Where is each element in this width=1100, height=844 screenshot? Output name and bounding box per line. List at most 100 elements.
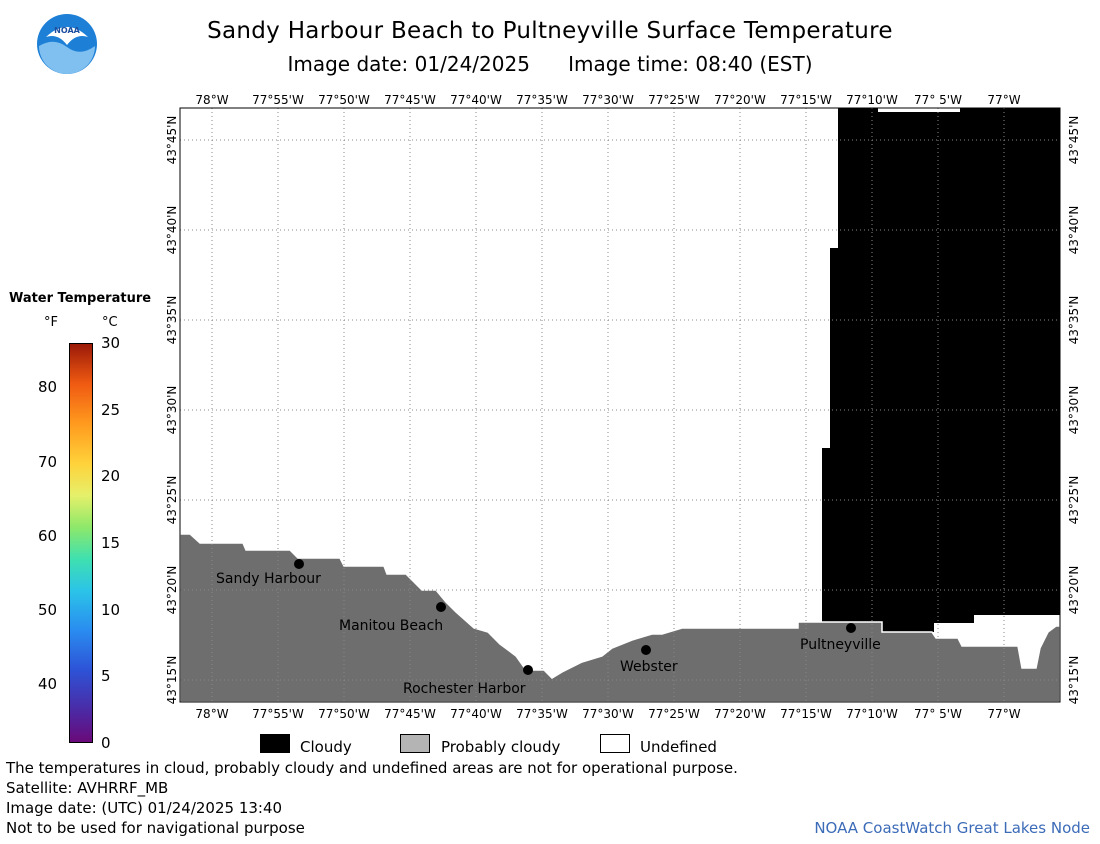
longitude-labels-top: 78°W 77°55'W 77°50'W 77°45'W 77°40'W 77°35'W 7… (195, 93, 1020, 107)
longitude-tick-label: 77°35'W (516, 707, 568, 721)
latitude-tick-label: 43°30'N (1067, 386, 1081, 435)
place-marker (846, 623, 856, 633)
place-marker (523, 665, 533, 675)
colorbar-c-tick-label: 20 (101, 467, 121, 486)
latitude-tick-label: 43°25'N (165, 476, 179, 525)
longitude-labels-bottom: 78°W 77°55'W 77°50'W 77°45'W 77°40'W 77°35'W 7… (195, 707, 1020, 721)
place-label: Webster (620, 659, 678, 675)
legend-label-probably-cloudy: Probably cloudy (441, 738, 561, 756)
footer-credit: NOAA CoastWatch Great Lakes Node (814, 819, 1090, 837)
longitude-tick-label: 77°20'W (714, 93, 766, 107)
latitude-tick-label: 43°30'N (165, 386, 179, 435)
longitude-tick-label: 77°55'W (252, 93, 304, 107)
longitude-tick-label: 77°50'W (318, 707, 370, 721)
place-label: Sandy Harbour (216, 571, 321, 587)
longitude-tick-label: 77°W (987, 93, 1020, 107)
longitude-tick-label: 77° 5'W (914, 707, 962, 721)
legend-label-undefined: Undefined (640, 738, 717, 756)
longitude-tick-label: 78°W (195, 707, 228, 721)
latitude-labels-left: 43°45'N 43°40'N 43°35'N 43°30'N 43°25'N 43°20… (165, 116, 179, 705)
colorbar-f-tick-label: 40 (38, 674, 58, 693)
colorbar-unit-f: °F (44, 315, 58, 330)
map-title: Sandy Harbour Beach to Pultneyville Surf… (207, 18, 893, 44)
map-frame (179, 107, 1061, 703)
date-label: Image date: (287, 52, 409, 76)
place-rochester-harbor: Rochester Harbor (403, 665, 533, 697)
latitude-tick-label: 43°40'N (165, 206, 179, 255)
latitude-tick-label: 43°45'N (165, 116, 179, 165)
longitude-tick-label: 77°45'W (384, 93, 436, 107)
longitude-tick-label: 77°35'W (516, 93, 568, 107)
longitude-tick-label: 77°55'W (252, 707, 304, 721)
latitude-tick-label: 43°35'N (165, 296, 179, 345)
cloud-gap (878, 108, 960, 112)
place-label: Pultneyville (800, 637, 881, 653)
colorbar-c-tick-label: 25 (101, 400, 121, 419)
latitude-tick-label: 43°20'N (165, 566, 179, 615)
latitude-tick-label: 43°15'N (1067, 656, 1081, 705)
image-time: 08:40 (EST) (695, 52, 813, 76)
legend-swatch-probably-cloudy (400, 734, 430, 753)
latitude-tick-label: 43°35'N (1067, 296, 1081, 345)
longitude-tick-label: 77°20'W (714, 707, 766, 721)
colorbar-unit-c: °C (102, 315, 118, 330)
colorbar-c-tick-label: 5 (101, 667, 111, 686)
footer-disclaimer: The temperatures in cloud, probably clou… (6, 759, 738, 777)
place-marker (294, 559, 304, 569)
longitude-tick-label: 77°45'W (384, 707, 436, 721)
longitude-tick-label: 77°25'W (648, 707, 700, 721)
longitude-tick-label: 77°10'W (846, 93, 898, 107)
place-marker (436, 602, 446, 612)
longitude-tick-label: 77°25'W (648, 93, 700, 107)
colorbar-f-tick-label: 70 (38, 452, 58, 471)
longitude-tick-label: 77°40'W (450, 707, 502, 721)
noaa-logo: NOAA (37, 14, 97, 74)
colorbar-title: Water Temperature (8, 291, 152, 306)
footer-nav-warning: Not to be used for navigational purpose (6, 819, 305, 837)
longitude-tick-label: 77° 5'W (914, 93, 962, 107)
place-label: Manitou Beach (339, 618, 443, 634)
longitude-tick-label: 78°W (195, 93, 228, 107)
colorbar-c-tick-label: 30 (101, 334, 121, 352)
legend-swatch-undefined (600, 734, 630, 753)
longitude-tick-label: 77°30'W (582, 707, 634, 721)
colorbar-f-tick-label: 50 (38, 600, 58, 619)
place-pultneyville: Pultneyville (800, 623, 881, 653)
latitude-tick-label: 43°15'N (165, 656, 179, 705)
longitude-tick-label: 77°10'W (846, 707, 898, 721)
logo-text: NOAA (54, 26, 80, 35)
footer-utc-date: Image date: (UTC) 01/24/2025 13:40 (6, 799, 283, 817)
place-manitou-beach: Manitou Beach (339, 602, 446, 634)
longitude-tick-label: 77°40'W (450, 93, 502, 107)
legend-label-cloudy: Cloudy (300, 738, 352, 756)
legend-swatch-cloudy (260, 734, 290, 753)
latitude-tick-label: 43°20'N (1067, 566, 1081, 615)
latitude-tick-label: 43°45'N (1067, 116, 1081, 165)
colorbar-f-tick-label: 60 (38, 526, 58, 545)
longitude-tick-label: 77°15'W (780, 93, 832, 107)
latitude-tick-label: 43°40'N (1067, 206, 1081, 255)
latitude-labels-right: 43°45'N 43°40'N 43°35'N 43°30'N 43°25'N 43°20… (1067, 116, 1081, 705)
place-label: Rochester Harbor (403, 681, 526, 697)
image-date: 01/24/2025 (414, 52, 530, 76)
footer-satellite: Satellite: AVHRRF_MB (6, 779, 169, 797)
colorbar-f-tick-label: 80 (38, 378, 58, 397)
map-subtitle: Image date: 01/24/2025 Image time: 08:40… (150, 52, 950, 76)
longitude-tick-label: 77°15'W (780, 707, 832, 721)
time-label: Image time: (568, 52, 690, 76)
land-area (179, 533, 1061, 703)
cloud-area (822, 108, 1060, 632)
colorbar-c-tick-label: 10 (101, 600, 121, 619)
longitude-tick-label: 77°30'W (582, 93, 634, 107)
longitude-tick-label: 77°50'W (318, 93, 370, 107)
graticule (180, 108, 1060, 702)
temperature-colorbar (69, 343, 93, 743)
place-sandy-harbour: Sandy Harbour (216, 559, 321, 587)
place-webster: Webster (620, 645, 678, 675)
latitude-tick-label: 43°25'N (1067, 476, 1081, 525)
longitude-tick-label: 77°W (987, 707, 1020, 721)
colorbar-c-tick-label: 15 (101, 534, 121, 552)
place-marker (641, 645, 651, 655)
colorbar-c-tick-label: 0 (101, 734, 111, 752)
